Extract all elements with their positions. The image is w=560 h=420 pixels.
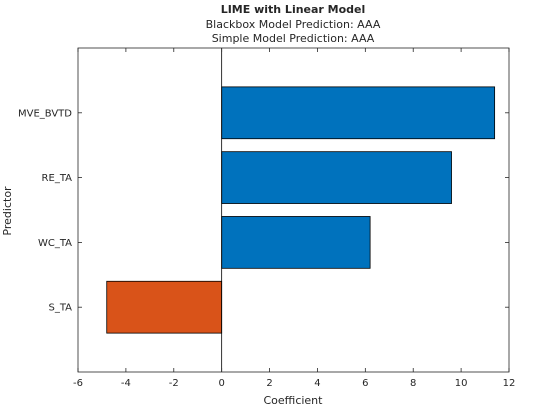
x-tick-label: 10 [455,378,468,389]
chart-subtitle-simple: Simple Model Prediction: AAA [212,32,375,45]
bar-s-ta [106,280,223,334]
x-tick-label: -6 [73,378,83,389]
x-tick-label: -2 [169,378,179,389]
y-ticks-group: MVE_BVTD RE_TA WC_TA S_TA [18,108,509,314]
x-tick-label: 12 [503,378,516,389]
x-tick-label: -4 [121,378,131,389]
x-axis-label: Coefficient [264,394,324,407]
x-ticks-group: -6 -4 -2 0 2 4 6 8 10 12 [73,48,515,389]
x-tick-label: 4 [314,378,320,389]
plot-frame [77,47,510,373]
bar-re-ta [221,151,452,204]
y-tick-label: WC_TA [38,238,72,249]
chart-title: LIME with Linear Model [221,3,366,16]
y-axis-label: Predictor [1,186,14,236]
bar-wc-ta [221,216,371,269]
chart-subtitle-blackbox: Blackbox Model Prediction: AAA [206,18,381,31]
bar-mve-bvtd [221,86,496,140]
bars-group [106,86,496,334]
x-tick-label: 6 [362,378,368,389]
x-tick-label: 8 [410,378,416,389]
x-tick-label: 0 [218,378,224,389]
y-tick-label: MVE_BVTD [18,108,72,119]
y-tick-label: S_TA [48,303,72,314]
y-tick-label: RE_TA [42,173,73,184]
x-tick-label: 2 [266,378,272,389]
